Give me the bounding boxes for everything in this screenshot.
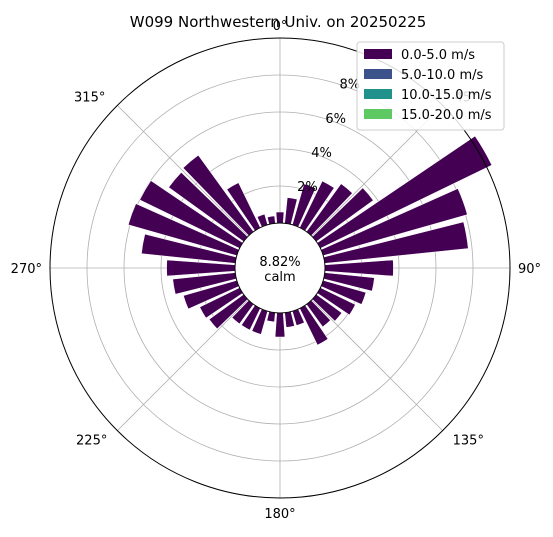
calm-label: 8.82%calm xyxy=(259,255,300,285)
direction-tick-label: 180° xyxy=(264,507,295,522)
wind-bar xyxy=(275,211,285,224)
legend-swatch xyxy=(364,89,392,99)
wind-bars xyxy=(127,135,493,346)
calm-circle xyxy=(234,222,326,314)
plot-frame xyxy=(49,37,511,499)
legend-label: 10.0-15.0 m/s xyxy=(401,88,492,103)
radial-tick-label: 8% xyxy=(340,78,361,93)
legend-swatch xyxy=(364,49,392,59)
direction-tick-label: 270° xyxy=(11,262,42,277)
calm-text-line: 8.82% xyxy=(259,255,300,270)
radial-tick-label: 2% xyxy=(297,180,318,195)
chart-title: W099 Northwestern Univ. on 20250225 xyxy=(130,13,426,31)
radial-tick-label: 4% xyxy=(311,146,332,161)
radial-tick-label: 6% xyxy=(325,112,346,127)
legend-label: 15.0-20.0 m/s xyxy=(401,108,492,123)
legend-box xyxy=(356,41,505,131)
legend-label: 5.0-10.0 m/s xyxy=(401,68,483,83)
legend-label: 0.0-5.0 m/s xyxy=(401,48,475,63)
grid-spoke xyxy=(117,299,249,431)
wind-bar xyxy=(266,311,276,323)
legend-swatch xyxy=(364,109,392,119)
calm-text-line: calm xyxy=(264,270,295,285)
direction-tick-label: 90° xyxy=(518,262,541,277)
radial-labels: 2% 4% 6% 8% xyxy=(297,78,360,196)
direction-tick-label: 225° xyxy=(76,434,107,449)
direction-tick-label: 135° xyxy=(453,434,484,449)
legend: 0.0-5.0 m/s 5.0-10.0 m/s 10.0-15.0 m/s 15.0… xyxy=(356,41,505,131)
legend-swatch xyxy=(364,69,392,79)
grid-spoke xyxy=(117,105,249,237)
grid-spoke xyxy=(311,299,443,431)
direction-tick-label: 0° xyxy=(273,19,288,34)
wind-bar xyxy=(274,312,286,338)
polar-grid xyxy=(50,38,510,498)
direction-tick-label: 315° xyxy=(74,90,105,105)
